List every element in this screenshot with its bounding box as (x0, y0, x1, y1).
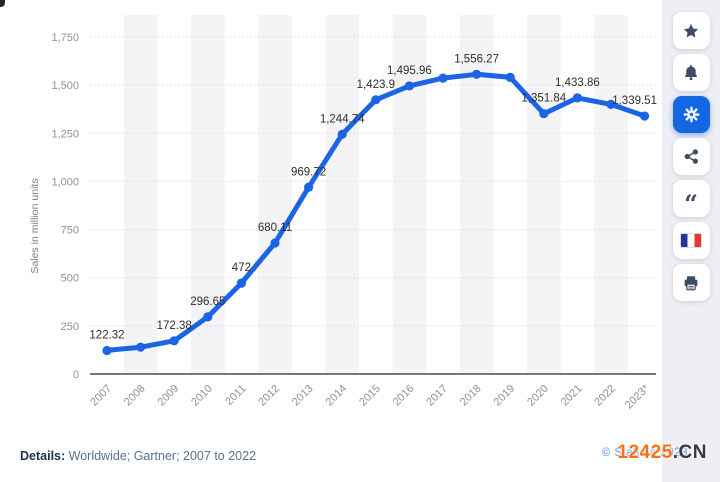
data-point-2014[interactable] (337, 129, 347, 139)
settings-gear-button[interactable] (672, 96, 710, 133)
favorite-star-button[interactable] (672, 12, 710, 49)
svg-text:500: 500 (61, 273, 79, 285)
svg-text:2023*: 2023* (623, 382, 652, 411)
svg-text:1,000: 1,000 (51, 176, 79, 188)
svg-text:1,433.86: 1,433.86 (555, 77, 600, 89)
quote-icon: “ (684, 188, 698, 218)
svg-text:2021: 2021 (559, 383, 585, 409)
data-point-2015[interactable] (371, 95, 381, 105)
watermark-suffix: .CN (672, 442, 707, 463)
data-points (102, 69, 650, 356)
details-label: Details: (20, 449, 66, 463)
svg-text:2016: 2016 (391, 383, 417, 409)
data-point-2011[interactable] (236, 278, 246, 288)
x-axis-ticks: 2007 2008 2009 2010 2011 2012 2013 2014 2015 2016… (88, 382, 652, 411)
data-point-2017[interactable] (438, 73, 448, 83)
cropped-ui-artifact (0, 0, 5, 7)
data-point-2019[interactable] (505, 72, 515, 82)
data-point-labels: 122.32 172.38 296.65 472 680.11 969.72 1,244.7… (89, 53, 657, 341)
svg-text:122.32: 122.32 (89, 329, 124, 341)
svg-text:1,423.9: 1,423.9 (357, 79, 395, 91)
data-point-2012[interactable] (270, 238, 280, 248)
svg-text:1,500: 1,500 (51, 80, 79, 92)
svg-text:472: 472 (232, 262, 251, 274)
svg-text:2013: 2013 (290, 383, 316, 409)
svg-text:1,750: 1,750 (51, 32, 79, 44)
data-point-2023*[interactable] (640, 111, 650, 121)
details-line: Details: Worldwide; Gartner; 2007 to 202… (20, 449, 256, 463)
data-point-2021[interactable] (572, 93, 583, 103)
french-flag-icon (680, 233, 702, 248)
svg-text:1,250: 1,250 (51, 128, 79, 140)
svg-text:2020: 2020 (525, 383, 551, 409)
watermark-text: 12425 (617, 442, 673, 463)
svg-text:2008: 2008 (122, 383, 148, 409)
action-toolbar: “ (662, 0, 720, 482)
chart-container: 0 250 500 750 1,000 1,250 1,500 1,750 2007 2008 20… (29, 15, 657, 411)
share-button[interactable] (672, 138, 710, 175)
share-icon (684, 149, 698, 164)
y-axis-title: Sales in million units (29, 178, 41, 273)
svg-text:1,351.84: 1,351.84 (521, 93, 566, 105)
citation-quote-button[interactable]: “ (672, 180, 710, 218)
bell-icon (684, 65, 698, 81)
sales-series-line (104, 71, 648, 353)
svg-text:2007: 2007 (88, 383, 114, 409)
data-point-2020[interactable] (539, 109, 549, 119)
statista-copyright: © Statista 2023 (601, 447, 688, 459)
site-watermark: 12425.CN (617, 442, 707, 464)
svg-text:680.11: 680.11 (258, 222, 292, 234)
data-point-2007[interactable] (102, 345, 112, 356)
svg-text:2015: 2015 (357, 383, 383, 409)
data-point-2013[interactable] (304, 182, 314, 192)
svg-text:172.38: 172.38 (157, 320, 192, 332)
svg-text:0: 0 (73, 369, 79, 381)
data-point-2016[interactable] (404, 81, 414, 91)
y-axis-ticks: 0 250 500 750 1,000 1,250 1,500 1,750 (51, 32, 79, 381)
svg-text:2017: 2017 (424, 383, 450, 409)
data-point-2009[interactable] (169, 336, 179, 346)
svg-text:2010: 2010 (189, 383, 215, 409)
svg-text:969.72: 969.72 (291, 166, 326, 178)
svg-text:750: 750 (61, 225, 79, 237)
gear-icon (683, 106, 699, 123)
svg-text:1,556.27: 1,556.27 (454, 53, 499, 65)
data-point-2008[interactable] (136, 342, 146, 352)
printer-icon (684, 275, 698, 290)
data-point-2010[interactable] (203, 312, 213, 322)
svg-text:2019: 2019 (492, 383, 518, 409)
data-point-2022[interactable] (606, 99, 616, 109)
svg-text:2009: 2009 (156, 383, 182, 409)
data-point-2018[interactable] (472, 69, 482, 79)
svg-text:296.65: 296.65 (190, 296, 225, 308)
svg-text:1,495.96: 1,495.96 (387, 65, 432, 77)
svg-text:2018: 2018 (458, 383, 484, 409)
svg-text:1,244.74: 1,244.74 (320, 113, 365, 125)
svg-text:1,339.51: 1,339.51 (612, 95, 657, 107)
details-value: Worldwide; Gartner; 2007 to 2022 (68, 449, 257, 463)
svg-text:2022: 2022 (592, 383, 618, 409)
svg-text:2014: 2014 (324, 383, 350, 409)
star-icon (683, 23, 699, 38)
notifications-bell-button[interactable] (672, 54, 710, 91)
svg-text:250: 250 (61, 321, 79, 333)
language-flag-button[interactable] (672, 222, 710, 259)
print-button[interactable] (672, 264, 710, 301)
svg-text:2011: 2011 (223, 383, 248, 408)
svg-text:2012: 2012 (256, 383, 282, 409)
